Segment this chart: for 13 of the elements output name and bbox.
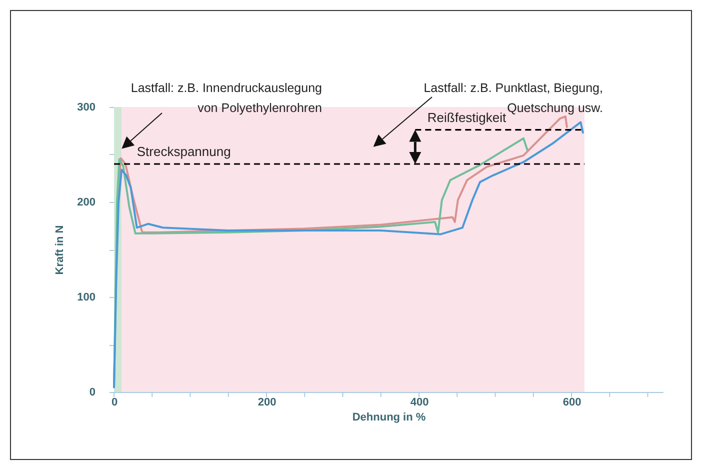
ref-line-label: Reißfestigkeit	[427, 110, 507, 125]
y-tick-label: 200	[77, 196, 96, 208]
x-tick-label: 0	[111, 396, 118, 408]
ref-line-label: Streckspannung	[136, 144, 231, 159]
x-tick-label: 400	[410, 396, 429, 408]
y-tick-label: 300	[77, 102, 96, 114]
band-label: Lastfall: z.B. Innendruckauslegung von Polyethylenrohren	[130, 81, 322, 115]
x-tick-label: 200	[258, 396, 276, 408]
y-tick-label: 100	[77, 292, 96, 304]
y-axis-title: Kraft in N	[54, 225, 66, 275]
x-tick-label: 600	[562, 396, 582, 408]
x-axis-title: Dehnung in %	[352, 412, 426, 424]
y-tick-label: 0	[89, 386, 96, 398]
